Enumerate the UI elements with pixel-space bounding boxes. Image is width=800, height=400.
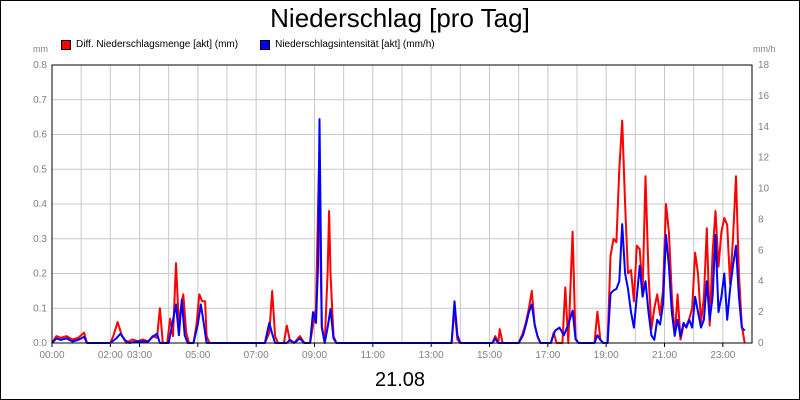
y-left-tick-label: 0.6	[33, 130, 47, 141]
x-tick-label: 05:00	[185, 350, 210, 361]
x-tick-label: 07:00	[244, 350, 269, 361]
legend-swatch-blue	[260, 39, 271, 50]
y-right-tick-label: 2	[758, 307, 764, 318]
x-axis-date-label: 21.08	[374, 369, 426, 391]
x-tick-label: 11:00	[361, 350, 386, 361]
x-tick-label: 09:00	[302, 350, 327, 361]
y-left-tick-label: 0.0	[33, 338, 47, 349]
x-tick-label: 02:00	[98, 350, 123, 361]
y-right-tick-label: 6	[758, 245, 764, 256]
y-left-tick-label: 0.5	[33, 164, 47, 175]
y-right-tick-label: 16	[758, 91, 770, 102]
y-left-tick-label: 0.8	[33, 60, 47, 71]
y-left-tick-label: 0.1	[33, 303, 47, 314]
legend: Diff. Niederschlagsmenge [akt] (mm) Nied…	[61, 39, 435, 50]
x-tick-label: 00:00	[39, 350, 64, 361]
x-tick-label: 17:00	[535, 350, 560, 361]
x-tick-label: 21:00	[652, 350, 677, 361]
y-left-tick-label: 0.7	[33, 95, 47, 106]
x-tick-label: 15:00	[477, 350, 502, 361]
y-left-tick-label: 0.3	[33, 234, 47, 245]
x-tick-label: 23:00	[710, 350, 735, 361]
y-right-tick-label: 12	[758, 153, 770, 164]
y-left-tick-label: 0.2	[33, 269, 47, 280]
y-axis-left-unit: mm	[33, 44, 48, 54]
legend-label-intensitaet: Niederschlagsintensität [akt] (mm/h)	[275, 39, 435, 50]
legend-item-menge: Diff. Niederschlagsmenge [akt] (mm)	[61, 39, 238, 50]
y-right-tick-label: 10	[758, 184, 770, 195]
y-right-tick-label: 8	[758, 214, 764, 225]
legend-swatch-red	[61, 39, 71, 50]
y-left-tick-label: 0.4	[33, 199, 47, 210]
y-axis-right-unit: mm/h	[753, 44, 776, 54]
x-tick-label: 03:00	[127, 350, 152, 361]
y-right-tick-label: 14	[758, 122, 770, 133]
y-right-tick-label: 0	[758, 338, 764, 349]
series-line-niederschlagsintensitaet	[51, 118, 746, 344]
y-right-tick-label: 18	[758, 60, 770, 71]
y-right-tick-label: 4	[758, 276, 764, 287]
x-tick-label: 19:00	[594, 350, 619, 361]
plot-border	[51, 64, 753, 344]
legend-label-menge: Diff. Niederschlagsmenge [akt] (mm)	[76, 39, 239, 50]
legend-item-intensitaet: Niederschlagsintensität [akt] (mm/h)	[260, 39, 435, 50]
chart-title: Niederschlag [pro Tag]	[270, 3, 530, 33]
x-tick-label: 13:00	[419, 350, 444, 361]
